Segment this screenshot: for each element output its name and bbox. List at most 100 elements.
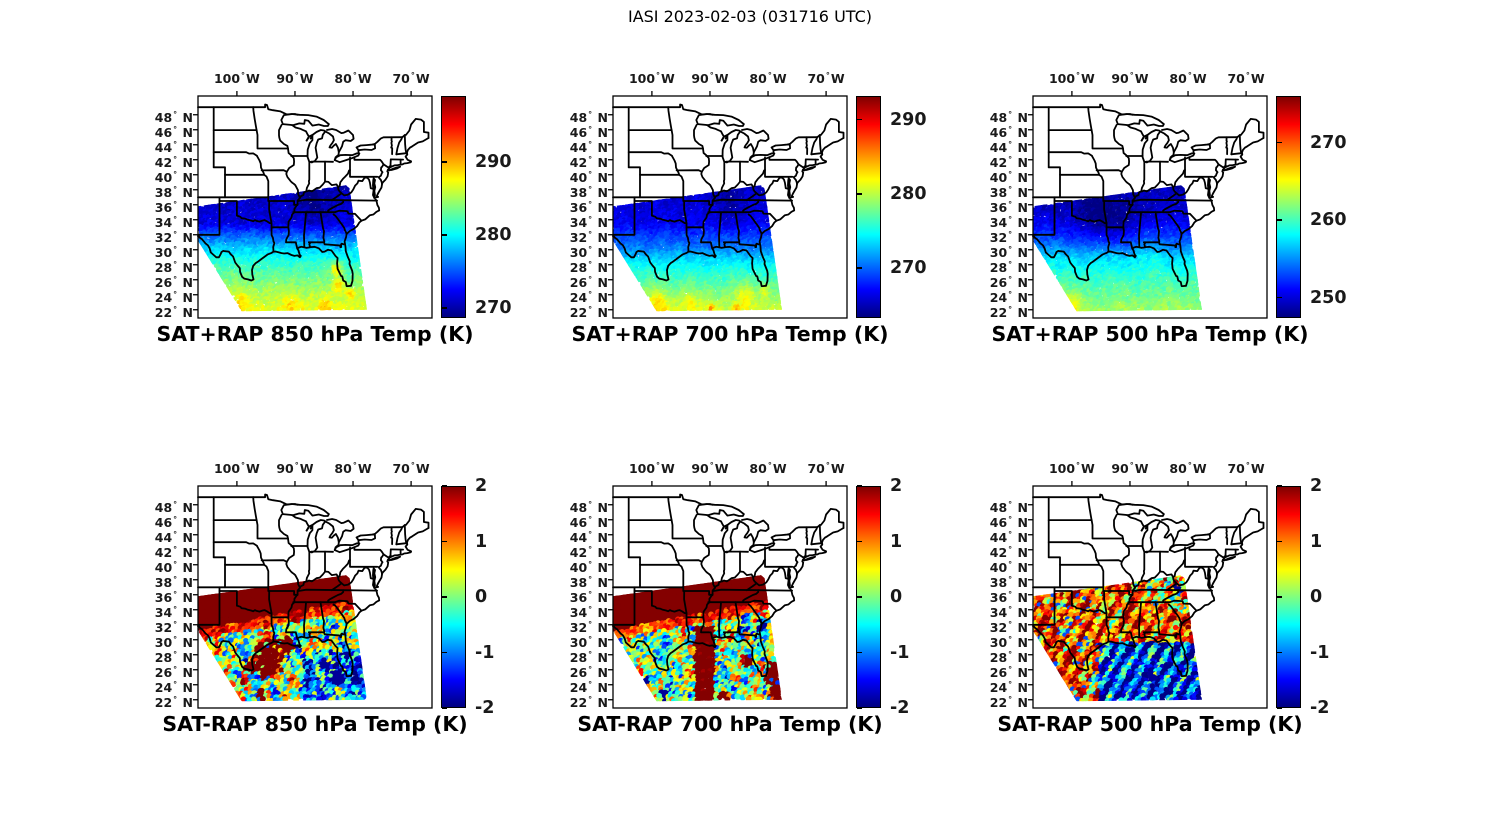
lat-tick-label: 44° N [154,529,193,545]
colorbar-tick [857,118,862,121]
colorbar-tick-label: 0 [475,587,488,607]
colorbar-tick [1277,651,1282,654]
colorbar-tick-label: 0 [1310,587,1323,607]
state-boundaries-map [608,91,848,319]
lat-tick-label: 44° N [569,529,608,545]
colorbar: 2 1 0 -1 -2 [1276,476,1356,718]
lat-tick-label: 38° N [989,574,1028,590]
panel-title: SAT-RAP 500 hPa Temp (K) [997,712,1303,736]
colorbar-tick-label: -1 [1310,642,1330,663]
panel-title: SAT+RAP 850 hPa Temp (K) [156,322,474,346]
lat-tick-label: 32° N [154,619,193,635]
lat-tick-label: 28° N [989,259,1028,275]
lon-tick-label: 70°W [392,461,430,476]
lat-tick-label: 22° N [569,304,608,320]
colorbar-tick-label: 260 [1310,210,1347,231]
colorbar-tick [1277,485,1282,487]
lat-tick-label: 48° N [989,499,1028,515]
lat-tick-label: 28° N [569,649,608,665]
lat-tick-label: 30° N [154,634,193,650]
panel-sat-minus-rap-700: 2 1 0 -1 -2 SAT-RAP 700 hPa Temp (K) 100°W 90… [538,441,938,748]
lon-tick-label: 70°W [1227,71,1265,86]
lon-tick-label: 100°W [628,461,675,476]
colorbar-tick-label: -2 [890,698,910,718]
map-frame [608,91,848,319]
map-frame [193,481,433,709]
lon-tick-label: 100°W [1048,461,1095,476]
state-boundaries-map [193,91,433,319]
colorbar-tick [442,651,447,654]
colorbar-gradient [856,96,881,318]
panel-sat-minus-rap-500: 2 1 0 -1 -2 SAT-RAP 500 hPa Temp (K) 100°W 90… [958,441,1358,748]
colorbar-tick [1277,141,1282,144]
lat-tick-label: 48° N [569,109,608,125]
map-frame [193,91,433,319]
lat-tick-label: 24° N [569,289,608,305]
colorbar-tick-label: 270 [1310,132,1347,153]
lat-tick-label: 36° N [989,199,1028,215]
panel-sat-plus-rap-700: 290 280 270 SAT+RAP 700 hPa Temp (K) 100°W… [538,51,938,358]
lat-tick-label: 30° N [154,244,193,260]
colorbar-tick [1277,596,1282,598]
lon-tick-label: 100°W [213,461,260,476]
colorbar-tick [1277,296,1282,299]
colorbar-tick [857,596,862,598]
lat-tick-label: 26° N [569,664,608,680]
lat-tick-label: 26° N [154,664,193,680]
panel-title: SAT+RAP 500 hPa Temp (K) [991,322,1309,346]
map-frame [608,481,848,709]
state-boundaries-map [1028,481,1268,709]
lat-tick-label: 48° N [154,109,193,125]
lat-tick-label: 24° N [154,289,193,305]
lat-tick-label: 32° N [569,619,608,635]
lat-tick-label: 30° N [569,634,608,650]
lat-tick-label: 34° N [154,214,193,230]
lat-tick-label: 46° N [154,514,193,530]
lat-tick-label: 22° N [989,694,1028,710]
lat-tick-label: 26° N [569,274,608,290]
colorbar-tick [442,485,447,487]
lat-tick-label: 38° N [569,184,608,200]
lat-tick-label: 22° N [989,304,1028,320]
lat-tick-label: 36° N [569,199,608,215]
lat-tick-label: 48° N [989,109,1028,125]
colorbar-tick-label: 270 [475,298,512,319]
lon-tick-label: 90°W [1111,71,1149,86]
lat-tick-label: 32° N [989,619,1028,635]
lon-tick-label: 70°W [807,461,845,476]
colorbar-tick [857,540,862,543]
panel-title: SAT-RAP 700 hPa Temp (K) [577,712,883,736]
lon-tick-label: 80°W [749,71,787,86]
lon-tick-label: 100°W [628,71,675,86]
state-boundaries-map [608,481,848,709]
lon-tick-label: 90°W [276,461,314,476]
colorbar-tick [442,596,447,598]
lon-tick-label: 80°W [334,461,372,476]
colorbar-tick-label: 250 [1310,287,1347,308]
panel-sat-plus-rap-850: 290 280 270 SAT+RAP 850 hPa Temp (K) 100°W… [123,51,523,358]
lat-tick-label: 36° N [989,589,1028,605]
lat-tick-label: 40° N [569,169,608,185]
lat-tick-label: 22° N [154,694,193,710]
lat-tick-label: 40° N [569,559,608,575]
lat-tick-label: 42° N [569,154,608,170]
lat-tick-label: 24° N [989,679,1028,695]
colorbar-tick [442,160,447,163]
lon-tick-label: 90°W [1111,461,1149,476]
colorbar-tick-label: 280 [475,225,512,246]
lat-tick-label: 26° N [989,274,1028,290]
lat-tick-label: 44° N [569,139,608,155]
lat-tick-label: 38° N [154,574,193,590]
lat-tick-label: 48° N [569,499,608,515]
lat-tick-label: 40° N [154,169,193,185]
colorbar: 270 260 250 [1276,96,1356,318]
map-frame [1028,91,1268,319]
lat-tick-label: 34° N [989,214,1028,230]
lon-tick-label: 100°W [213,71,260,86]
lat-tick-label: 36° N [569,589,608,605]
state-boundaries-map [1028,91,1268,319]
colorbar-tick-label: 1 [1310,531,1323,552]
lat-tick-label: 36° N [154,589,193,605]
figure-title: IASI 2023-02-03 (031716 UTC) [627,7,873,26]
